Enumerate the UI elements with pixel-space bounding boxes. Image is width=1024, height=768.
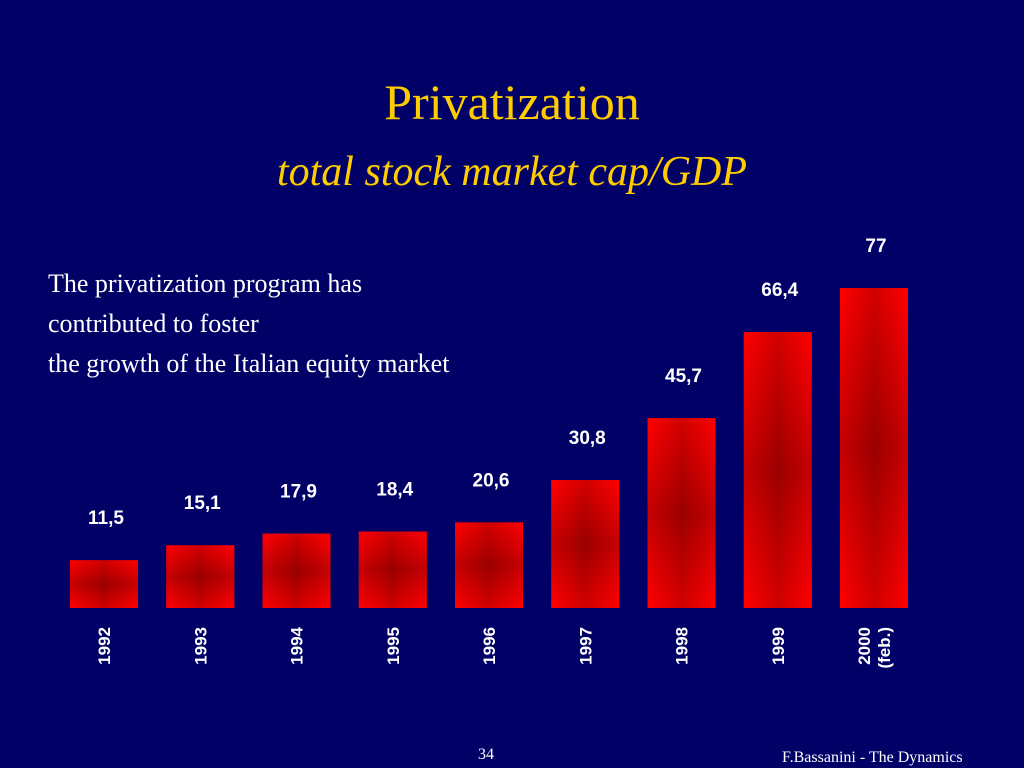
bar-shade: [166, 545, 235, 608]
value-label: 66,4: [761, 280, 798, 301]
value-label: 45,7: [665, 366, 702, 387]
bar-shade: [262, 533, 331, 608]
value-label: 11,5: [88, 508, 124, 529]
bar-shade: [70, 560, 138, 608]
bar-shade: [455, 522, 523, 608]
category-label: 2000 (feb.): [855, 627, 894, 669]
category-label-line: 1992: [95, 627, 114, 665]
bar-1996: [455, 522, 523, 608]
value-label: 18,4: [376, 480, 413, 501]
bar-1999: [743, 332, 812, 608]
bar-shade: [551, 480, 620, 608]
category-label-line: 1997: [576, 627, 595, 665]
body-text-line-1: The privatization program has: [48, 269, 363, 298]
bar-1997: [551, 480, 620, 608]
bar-1998: [647, 418, 716, 608]
category-label-line: 1993: [191, 627, 210, 665]
bar-1995: [358, 531, 427, 608]
bar-shade: [358, 531, 427, 608]
category-label: 1994: [288, 626, 307, 664]
category-label-line: 1994: [288, 626, 307, 664]
page-number: 34: [478, 746, 494, 763]
body-text-line-3: the growth of the Italian equity market: [48, 349, 450, 378]
footer-text: F.Bassanini - The Dynamics: [782, 749, 963, 766]
chart-bars: [70, 288, 908, 608]
category-label-line: 1998: [673, 627, 692, 665]
category-label: 1998: [673, 627, 692, 665]
body-text-line-2: contributed to foster: [48, 309, 259, 338]
bar-1994: [262, 533, 331, 608]
category-label: 1999: [769, 627, 788, 665]
bar-2000: [840, 288, 908, 608]
category-label-line: 1996: [480, 627, 499, 665]
value-label: 17,9: [280, 482, 317, 503]
bar-1993: [166, 545, 235, 608]
category-label: 1996: [480, 627, 499, 665]
slide-subtitle: total stock market cap/GDP: [276, 149, 748, 195]
bar-shade: [743, 332, 812, 608]
bar-shade: [840, 288, 908, 608]
category-label: 1995: [384, 627, 403, 665]
value-label: 77: [865, 236, 886, 257]
bar-1992: [70, 560, 138, 608]
body-text: The privatization program has contribute…: [48, 264, 608, 384]
category-label-line: 1999: [769, 627, 788, 665]
category-label-line: 1995: [384, 627, 403, 665]
chart-value-labels: 11,5 15,1 17,9 18,4 20,6 30,8 45,7 66,4 77: [88, 236, 887, 529]
slide-title: Privatization: [384, 74, 640, 130]
value-label: 15,1: [184, 493, 221, 514]
chart-category-labels: 1992 1993 1994 1995 1996 1997 1998 1999 2000 (feb…: [95, 626, 894, 668]
category-label-line: 2000: [855, 627, 874, 665]
category-label: 1997: [576, 627, 595, 665]
category-label: 1993: [191, 627, 210, 665]
category-label: 1992: [95, 627, 114, 665]
bar-shade: [647, 418, 716, 608]
category-label-line: (feb.): [875, 627, 894, 669]
value-label: 20,6: [473, 470, 510, 491]
value-label: 30,8: [569, 428, 606, 449]
